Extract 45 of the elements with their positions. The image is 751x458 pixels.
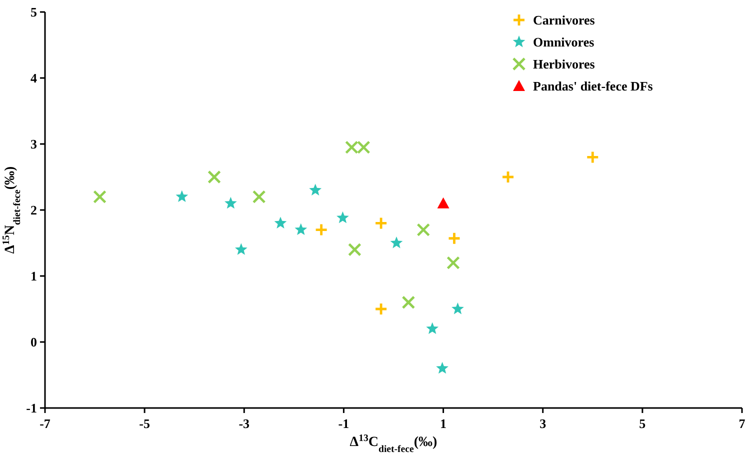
point (336, 211, 349, 224)
point (501, 170, 515, 184)
x-tick-label: -3 (238, 416, 250, 431)
y-tick-label: -1 (26, 400, 37, 416)
x-axis-title: Δ$^{13}$C$_{diet-fece}$(‰) (350, 432, 438, 454)
x-tick-label: -1 (338, 416, 350, 431)
point (374, 216, 388, 230)
x-tick-label: 7 (738, 416, 746, 431)
x-tick-label: 3 (540, 416, 547, 431)
point (437, 197, 450, 208)
point (314, 223, 328, 236)
point (309, 184, 322, 196)
y-tick-label: 4 (30, 70, 38, 86)
legend-label: Herbivores (533, 56, 595, 72)
y-tick-label: 1 (30, 268, 37, 284)
point (426, 322, 439, 334)
point (402, 296, 416, 310)
legend-label: Carnivores (533, 12, 595, 28)
point (390, 236, 403, 248)
point (93, 190, 106, 204)
point (208, 170, 221, 184)
point (446, 256, 460, 270)
legend-label: Pandas' diet-fece DFs (533, 78, 653, 94)
legend-label: Omnivores (533, 34, 594, 50)
point (374, 302, 388, 316)
point (586, 150, 600, 164)
y-tick-label: 2 (30, 202, 37, 218)
point (234, 243, 248, 255)
x-tick-label: -7 (40, 416, 51, 431)
point (274, 216, 287, 228)
point (176, 190, 188, 202)
x-tick-label: -5 (139, 416, 150, 431)
point (252, 190, 266, 204)
x-tick-label: 1 (440, 416, 447, 431)
x-tick-label: 5 (639, 416, 646, 431)
point (452, 302, 464, 314)
y-tick-label: 0 (30, 334, 37, 350)
point (348, 242, 362, 256)
point (224, 196, 237, 209)
point (416, 223, 430, 236)
y-tick-label: 3 (30, 136, 38, 152)
y-tick-label: 5 (30, 4, 38, 20)
point (294, 223, 308, 236)
point (436, 362, 448, 374)
point (448, 232, 461, 246)
